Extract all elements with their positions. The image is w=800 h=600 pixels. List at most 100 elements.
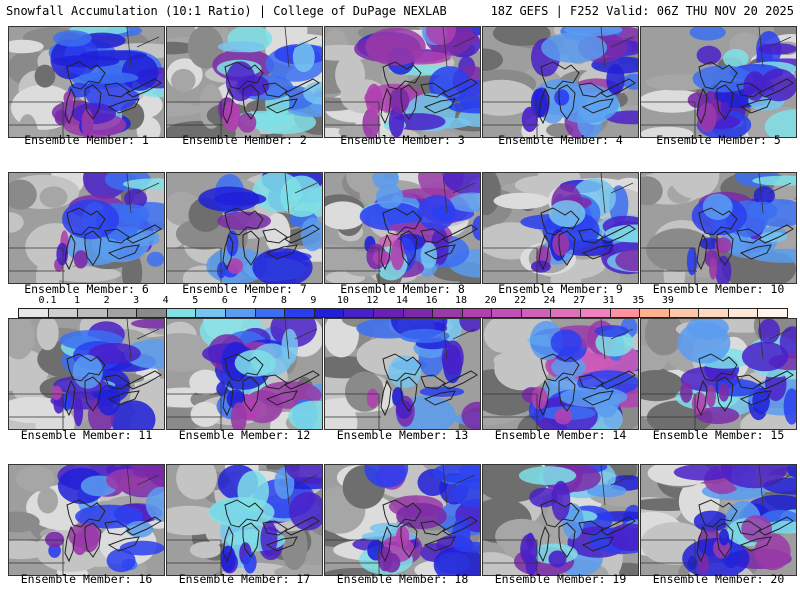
color-legend: 0.1 1 2 3 4 5 6 7 8 9 10 12 14 16 18 20 22 24 27 31 35 39 <box>4 296 796 318</box>
snowfall-map <box>167 465 322 575</box>
legend-swatch <box>48 309 79 317</box>
snowfall-map <box>483 465 638 575</box>
legend-tick-label: 22 <box>514 295 527 306</box>
legend-swatch <box>580 309 611 317</box>
legend-swatch <box>669 309 700 317</box>
ensemble-member-label: Ensemble Member: 6 <box>24 282 149 296</box>
legend-swatch <box>403 309 434 317</box>
legend-swatch <box>344 309 374 317</box>
ensemble-map-panel <box>324 26 481 138</box>
legend-swatch <box>758 309 788 317</box>
legend-swatch <box>166 309 197 317</box>
legend-tick-label: 0.1 <box>38 295 57 306</box>
legend-tick-label: 5 <box>192 295 199 306</box>
snowfall-map <box>167 173 322 283</box>
legend-tick-label: 6 <box>221 295 228 306</box>
legend-swatch <box>107 309 138 317</box>
ensemble-map-panel <box>640 172 797 284</box>
snowfall-map <box>641 465 796 575</box>
legend-tick-label: 24 <box>543 295 556 306</box>
legend-swatch <box>285 309 315 317</box>
ensemble-member-label: Ensemble Member: 19 <box>494 572 627 586</box>
ensemble-map-panel <box>640 26 797 138</box>
ensemble-map-panel <box>8 464 165 576</box>
ensemble-member-label: Ensemble Member: 10 <box>652 282 785 296</box>
legend-tick-label: 39 <box>661 295 674 306</box>
legend-swatch <box>699 309 729 317</box>
legend-swatch <box>521 309 552 317</box>
ensemble-map-panel <box>166 26 323 138</box>
run-info: 18Z GEFS | F252 Valid: 06Z THU NOV 20 20… <box>490 4 794 18</box>
legend-swatch <box>492 309 522 317</box>
ensemble-map-panel <box>482 464 639 576</box>
ensemble-member-label: Ensemble Member: 15 <box>652 428 785 442</box>
ensemble-member-label: Ensemble Member: 18 <box>336 572 469 586</box>
legend-tick-label: 3 <box>133 295 140 306</box>
legend-swatch <box>19 309 49 317</box>
ensemble-map-panel <box>8 26 165 138</box>
ensemble-member-label: Ensemble Member: 2 <box>182 133 307 147</box>
legend-swatch <box>610 309 641 317</box>
legend-swatch <box>196 309 227 317</box>
ensemble-map-panel <box>8 172 165 284</box>
legend-tick-label: 10 <box>336 295 349 306</box>
ensemble-map-panel <box>324 172 481 284</box>
snowfall-map <box>9 319 164 429</box>
ensemble-map-panel <box>482 172 639 284</box>
snowfall-map <box>9 465 164 575</box>
ensemble-map-panel <box>482 26 639 138</box>
map-title: Snowfall Accumulation (10:1 Ratio) | Col… <box>6 4 447 18</box>
legend-tick-label: 14 <box>395 295 409 306</box>
legend-labels: 0.1 1 2 3 4 5 6 7 8 9 10 12 14 16 18 20 22 24 27 31 35 39 <box>4 296 796 306</box>
snowfall-map <box>167 27 322 137</box>
legend-tick-label: 35 <box>632 295 645 306</box>
snowfall-map <box>167 319 322 429</box>
legend-swatch <box>462 309 493 317</box>
snowfall-map <box>325 465 480 575</box>
ensemble-member-label: Ensemble Member: 11 <box>20 428 153 442</box>
ensemble-member-label: Ensemble Member: 5 <box>656 133 781 147</box>
legend-tick-label: 27 <box>573 295 586 306</box>
ensemble-map-panel <box>166 172 323 284</box>
snowfall-map <box>325 319 480 429</box>
snowfall-map <box>325 173 480 283</box>
snowfall-map <box>483 27 638 137</box>
snowfall-map <box>641 319 796 429</box>
snowfall-map <box>9 173 164 283</box>
legend-tick-label: 2 <box>103 295 110 306</box>
snowfall-map <box>9 27 164 137</box>
ensemble-map-panel <box>324 464 481 576</box>
ensemble-member-label: Ensemble Member: 20 <box>652 572 785 586</box>
ensemble-member-label: Ensemble Member: 8 <box>340 282 465 296</box>
ensemble-member-label: Ensemble Member: 3 <box>340 133 465 147</box>
ensemble-member-label: Ensemble Member: 7 <box>182 282 307 296</box>
legend-tick-label: 16 <box>425 295 438 306</box>
ensemble-member-label: Ensemble Member: 12 <box>178 428 311 442</box>
legend-swatch <box>433 309 463 317</box>
legend-tick-label: 9 <box>310 295 317 306</box>
legend-swatch <box>373 309 404 317</box>
legend-swatch <box>728 309 759 317</box>
legend-swatch <box>78 309 108 317</box>
legend-tick-label: 7 <box>251 295 258 306</box>
legend-tick-label: 1 <box>74 295 81 306</box>
snowfall-map <box>325 27 480 137</box>
ensemble-member-label: Ensemble Member: 14 <box>494 428 627 442</box>
legend-color-bar <box>18 308 788 318</box>
legend-swatch <box>255 309 286 317</box>
legend-swatch <box>640 309 670 317</box>
legend-swatch <box>551 309 581 317</box>
ensemble-member-label: Ensemble Member: 4 <box>498 133 623 147</box>
legend-swatch <box>226 309 256 317</box>
ensemble-map-panel <box>8 318 165 430</box>
legend-tick-label: 8 <box>280 295 287 306</box>
legend-swatch <box>314 309 345 317</box>
ensemble-member-label: Ensemble Member: 16 <box>20 572 153 586</box>
snowfall-map <box>641 173 796 283</box>
ensemble-map-panel <box>166 464 323 576</box>
legend-tick-label: 20 <box>484 295 497 306</box>
legend-swatch <box>137 309 167 317</box>
ensemble-map-panel <box>324 318 481 430</box>
ensemble-map-panel <box>482 318 639 430</box>
legend-tick-label: 18 <box>455 295 468 306</box>
